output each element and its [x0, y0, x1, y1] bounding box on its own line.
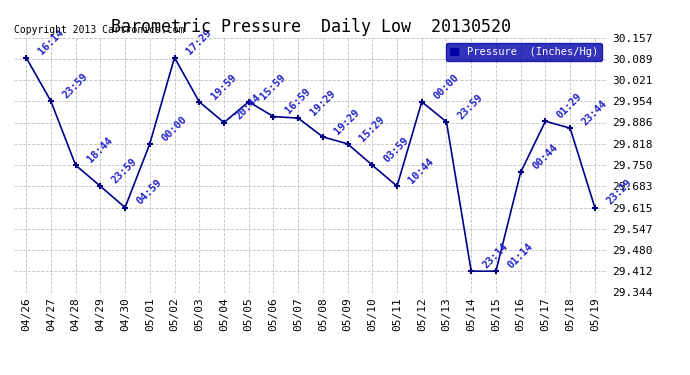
Text: 16:59: 16:59: [283, 87, 313, 116]
Text: 19:59: 19:59: [209, 72, 238, 101]
Text: 15:29: 15:29: [357, 114, 386, 143]
Text: 03:59: 03:59: [382, 135, 411, 164]
Text: 23:59: 23:59: [61, 71, 90, 100]
Text: 23:59: 23:59: [110, 156, 139, 185]
Text: 17:29: 17:29: [184, 28, 213, 57]
Text: 04:59: 04:59: [135, 177, 164, 207]
Text: 23:29: 23:29: [604, 177, 633, 207]
Text: 16:14: 16:14: [36, 28, 65, 57]
Text: Copyright 2013 Cartronics.com: Copyright 2013 Cartronics.com: [14, 25, 184, 35]
Text: 19:29: 19:29: [308, 88, 337, 117]
Text: 18:44: 18:44: [86, 135, 115, 164]
Text: 01:29: 01:29: [555, 91, 584, 120]
Text: 00:00: 00:00: [159, 114, 188, 143]
Text: 00:00: 00:00: [431, 72, 461, 101]
Text: 23:14: 23:14: [481, 241, 510, 270]
Text: 23:44: 23:44: [580, 98, 609, 128]
Text: 01:14: 01:14: [506, 241, 535, 270]
Text: 15:59: 15:59: [259, 72, 288, 101]
Text: 23:59: 23:59: [456, 92, 485, 121]
Text: 00:44: 00:44: [531, 142, 560, 172]
Title: Barometric Pressure  Daily Low  20130520: Barometric Pressure Daily Low 20130520: [110, 18, 511, 36]
Text: 19:29: 19:29: [333, 107, 362, 136]
Text: 20:44: 20:44: [234, 93, 263, 122]
Legend: Pressure  (Inches/Hg): Pressure (Inches/Hg): [446, 43, 602, 61]
Text: 10:44: 10:44: [407, 156, 436, 185]
